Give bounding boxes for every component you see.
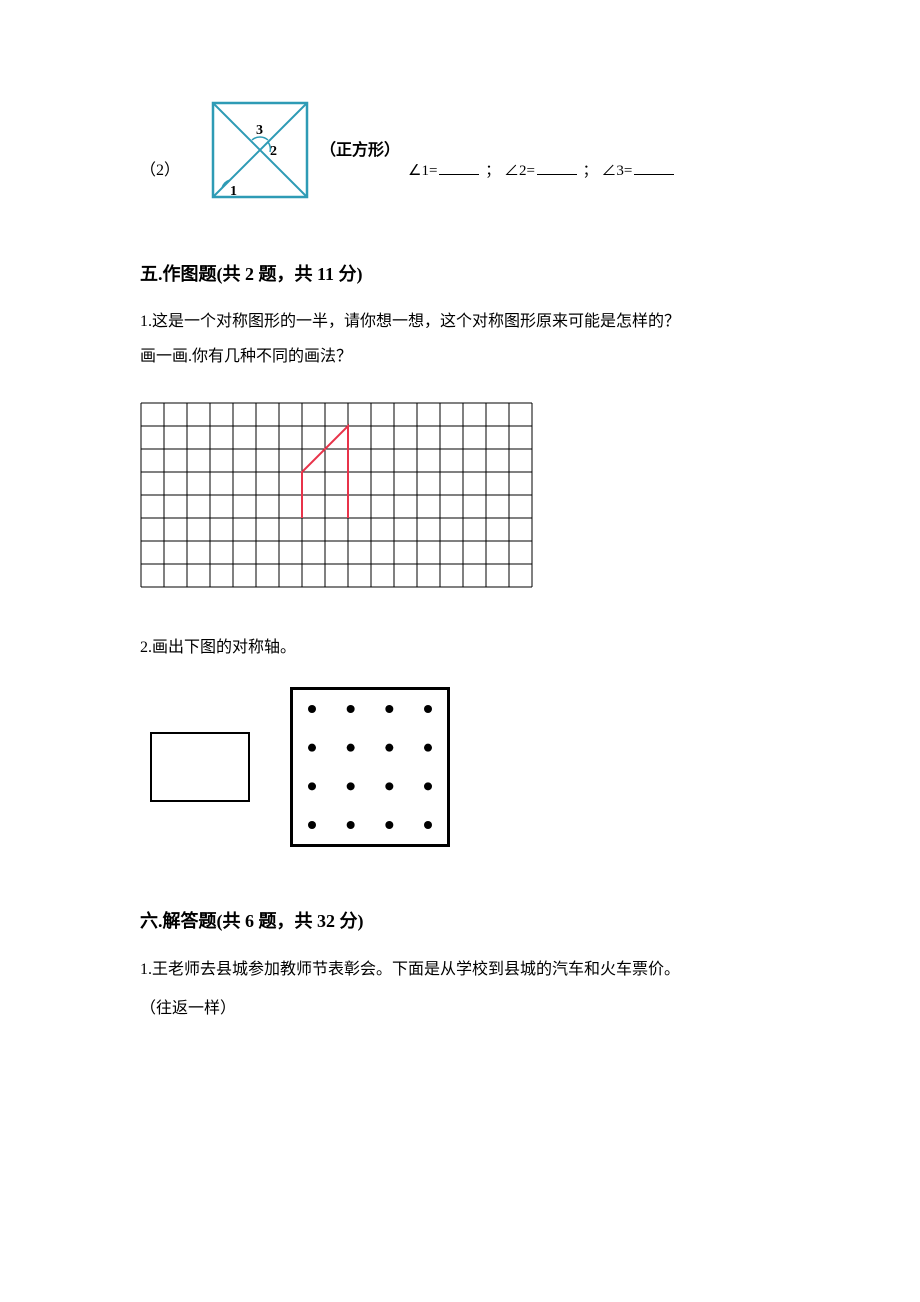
- blank-2[interactable]: [537, 174, 577, 175]
- dot-square-shape: [290, 687, 450, 847]
- question-2-row: （2） 1 2 3 （正方形） ∠1= ； ∠2= ； ∠3=: [140, 100, 780, 200]
- angle-fill-blanks: ∠1= ； ∠2= ； ∠3=: [408, 159, 676, 200]
- s5-q1-line1: 1.这是一个对称图形的一半，请你想一想，这个对称图形原来可能是怎样的？: [140, 304, 780, 339]
- shape-label: （正方形）: [320, 136, 400, 200]
- s5-q1-line2: 画一画.你有几种不同的画法？: [140, 339, 780, 374]
- s5-q1: 1.这是一个对称图形的一半，请你想一想，这个对称图形原来可能是怎样的？ 画一画.…: [140, 304, 780, 374]
- angle1-label: ∠1=: [408, 163, 437, 179]
- square-angle-diagram: 1 2 3: [210, 100, 310, 200]
- section-5-title: 五.作图题(共 2 题，共 11 分): [140, 260, 780, 286]
- s5-q2: 2.画出下图的对称轴。: [140, 633, 780, 657]
- s6-q1: 1.王老师去县城参加教师节表彰会。下面是从学校到县城的汽车和火车票价。 （往返一…: [140, 951, 780, 1028]
- s6-q1-line1: 1.王老师去县城参加教师节表彰会。下面是从学校到县城的汽车和火车票价。: [140, 951, 780, 989]
- s6-q1-line2: （往返一样）: [140, 990, 780, 1028]
- blank-1[interactable]: [439, 174, 479, 175]
- square-svg: 1 2 3: [210, 100, 310, 200]
- rectangle-shape: [150, 732, 250, 802]
- q2-number: （2）: [140, 156, 180, 200]
- symmetry-grid: [140, 402, 533, 588]
- symmetry-shapes-row: [150, 687, 780, 847]
- blank-3[interactable]: [634, 174, 674, 175]
- svg-text:2: 2: [270, 144, 277, 159]
- svg-text:1: 1: [230, 184, 237, 199]
- angle2-label: ； ∠2=: [485, 163, 535, 179]
- section-6-title: 六.解答题(共 6 题，共 32 分): [140, 907, 780, 933]
- angle3-label: ； ∠3=: [583, 163, 633, 179]
- svg-text:3: 3: [256, 123, 263, 138]
